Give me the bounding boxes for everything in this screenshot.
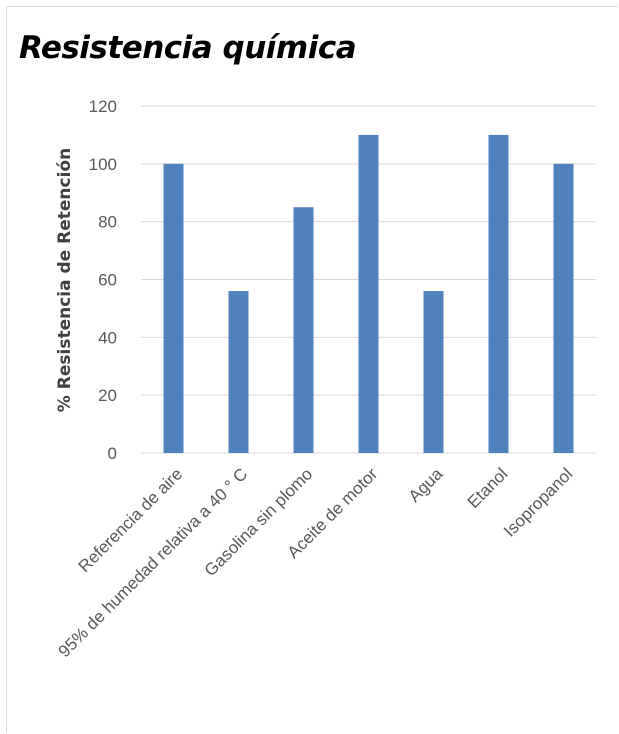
- bar: [293, 207, 314, 453]
- y-tick-label: 120: [89, 97, 117, 116]
- bar: [423, 291, 444, 453]
- y-axis-label: % Resistencia de Retención: [55, 148, 75, 412]
- y-tick-label: 40: [98, 328, 117, 347]
- y-tick-label: 80: [98, 213, 117, 232]
- bar: [228, 291, 249, 453]
- x-category-label: Agua: [405, 464, 447, 506]
- chart-frame: [6, 6, 618, 733]
- x-category-label: Etanol: [464, 464, 512, 512]
- chart-title: Resistencia química: [19, 30, 357, 66]
- y-tick-label: 100: [89, 155, 117, 174]
- y-tick-label: 0: [108, 444, 117, 463]
- y-tick-label: 60: [98, 271, 117, 290]
- bar: [553, 163, 574, 454]
- bar: [358, 134, 379, 453]
- x-category-label: Isopropanol: [500, 464, 576, 540]
- bar: [488, 134, 509, 453]
- bars: [163, 134, 574, 454]
- y-tick-label: 20: [98, 386, 117, 405]
- x-category-label: Gasolina sin plomo: [201, 464, 317, 580]
- y-axis-ticks: 0 20 40 60 80 100 120: [89, 97, 117, 463]
- bar: [163, 163, 184, 454]
